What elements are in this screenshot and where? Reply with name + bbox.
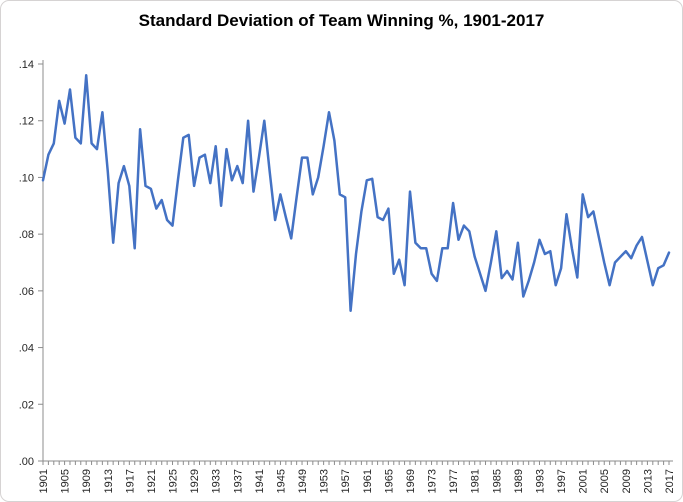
x-axis-tick-label: 2001: [578, 469, 590, 493]
x-axis-tick-label: 1917: [124, 469, 136, 493]
x-axis-tick-label: 1945: [275, 469, 287, 493]
chart-title: Standard Deviation of Team Winning %, 19…: [138, 11, 545, 30]
x-axis-tick-label: 1901: [38, 469, 50, 493]
x-axis-tick-label: 1921: [146, 469, 158, 493]
x-axis-tick-label: 1913: [103, 469, 115, 493]
x-axis-tick-label: 2005: [599, 469, 611, 493]
x-axis-tick-label: 2009: [621, 469, 633, 493]
x-axis-tick-label: 1997: [556, 469, 568, 493]
x-axis-tick-label: 2013: [642, 469, 654, 493]
x-axis-tick-label: 1909: [81, 469, 93, 493]
y-axis-tick-label: .12: [19, 116, 34, 128]
x-axis-tick-label: 1905: [60, 469, 72, 493]
data-line-sd-winning-pct: [41, 74, 671, 312]
x-axis-tick-label: 1941: [254, 469, 266, 493]
x-axis-tick-label: 1989: [513, 469, 525, 493]
y-axis-tick-label: .14: [19, 59, 34, 71]
x-axis-tick-label: 1985: [491, 469, 503, 493]
x-axis-tick-label: 1949: [297, 469, 309, 493]
x-axis-tick-label: 1969: [405, 469, 417, 493]
y-axis-tick-label: .04: [19, 343, 34, 355]
y-axis-tick-label: .00: [19, 456, 34, 468]
x-axis-tick-label: 1953: [319, 469, 331, 493]
x-axis-tick-label: 1981: [470, 469, 482, 493]
x-axis-tick-label: 1973: [427, 469, 439, 493]
y-axis-tick-label: .10: [19, 172, 34, 184]
x-axis-tick-label: 1961: [362, 469, 374, 493]
y-axis-tick-label: .02: [19, 399, 34, 411]
y-axis-tick-label: .06: [19, 286, 34, 298]
x-axis-tick-label: 1929: [189, 469, 201, 493]
x-axis-tick-label: 1993: [534, 469, 546, 493]
y-axis-tick-label: .08: [19, 229, 34, 241]
x-axis-tick-label: 1977: [448, 469, 460, 493]
x-axis-tick-label: 1965: [383, 469, 395, 493]
x-axis-tick-label: 1933: [211, 469, 223, 493]
x-axis-tick-label: 1937: [232, 469, 244, 493]
x-axis-tick-label: 2017: [664, 469, 676, 493]
x-axis-tick-label: 1925: [168, 469, 180, 493]
x-axis-tick-label: 1957: [340, 469, 352, 493]
